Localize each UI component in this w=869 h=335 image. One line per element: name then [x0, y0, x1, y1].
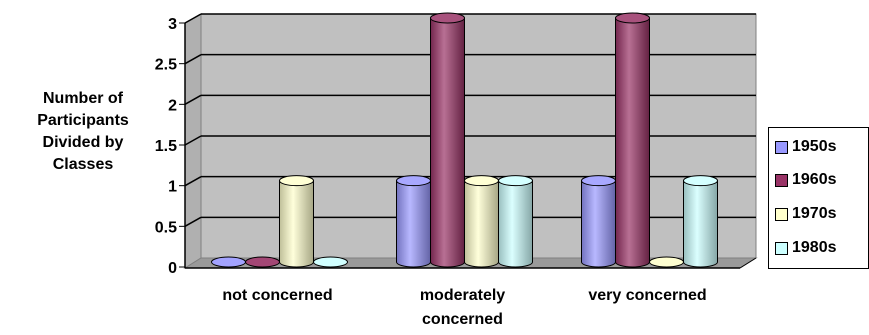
gridline-side [184, 176, 202, 187]
y-axis-title-line: Divided by [42, 134, 124, 151]
x-tick-label: not concerned [222, 287, 332, 304]
x-tick-label: concerned [422, 311, 503, 328]
bar-body [279, 180, 314, 268]
bar-body [464, 180, 499, 268]
bar-1980s-2 [683, 175, 718, 268]
legend-swatch [775, 173, 788, 187]
bar-top [464, 175, 499, 187]
gridline-side [184, 135, 202, 146]
bar-1950s-0 [211, 256, 246, 268]
bar-body [615, 17, 650, 268]
legend-swatch [775, 140, 788, 154]
bar-1980s-1 [498, 175, 533, 268]
legend-label: 1960s [792, 171, 837, 188]
bar-body [396, 180, 431, 268]
y-tick-label: 2.5 [155, 57, 177, 74]
legend-label: 1970s [792, 205, 837, 222]
bar-1970s-2 [649, 256, 684, 268]
y-axis-title-line: Participants [37, 112, 129, 129]
legend-swatch [775, 207, 788, 221]
bar-top [649, 256, 684, 268]
bar-1980s-0 [313, 256, 348, 268]
legend-item: 1970s [775, 204, 837, 224]
y-tick-label: 1.5 [155, 138, 177, 155]
y-axis-title: Number of Participants Divided by Classe… [0, 88, 166, 176]
bar-top [313, 256, 348, 268]
legend-label: 1950s [792, 138, 837, 155]
bar-1970s-1 [464, 175, 499, 268]
bar-top [581, 175, 616, 187]
y-tick-label: 1 [168, 179, 177, 196]
y-axis-title-line: Number of [43, 90, 123, 107]
bar-top [615, 12, 650, 24]
bar-body [498, 180, 533, 268]
bar-1970s-0 [279, 175, 314, 268]
bar-body [683, 180, 718, 268]
x-tick-label: very concerned [588, 287, 706, 304]
bar-body [430, 17, 465, 268]
bar-top [498, 175, 533, 187]
legend-swatch [775, 241, 788, 255]
floor-edge [739, 257, 757, 269]
bar-top [430, 12, 465, 24]
bar-top [683, 175, 718, 187]
x-tick-label: moderately [420, 287, 505, 304]
gridline-side [184, 94, 202, 105]
bar-top [211, 256, 246, 268]
y-axis-title-line: Classes [52, 156, 114, 173]
bar-top [396, 175, 431, 187]
legend: 1950s 1960s 1970s 1980s [768, 127, 869, 269]
legend-item: 1960s [775, 170, 837, 190]
bar-1960s-2 [615, 12, 650, 268]
bar-body [581, 180, 616, 268]
bar-1960s-1 [430, 12, 465, 268]
legend-item: 1980s [775, 238, 837, 258]
bar-top [279, 175, 314, 187]
y-tick-label: 0.5 [155, 219, 177, 236]
y-tick-label: 2 [168, 97, 177, 114]
bar-1950s-1 [396, 175, 431, 268]
legend-label: 1980s [792, 239, 837, 256]
gridline-side [184, 13, 202, 24]
gridline-side [184, 54, 202, 65]
y-tick-label: 0 [168, 260, 177, 277]
y-tick-label: 3 [168, 16, 177, 33]
bar-top [245, 256, 280, 268]
legend-item: 1950s [775, 137, 837, 157]
bar-1960s-0 [245, 256, 280, 268]
gridline-side [184, 216, 202, 227]
bar-1950s-2 [581, 175, 616, 268]
